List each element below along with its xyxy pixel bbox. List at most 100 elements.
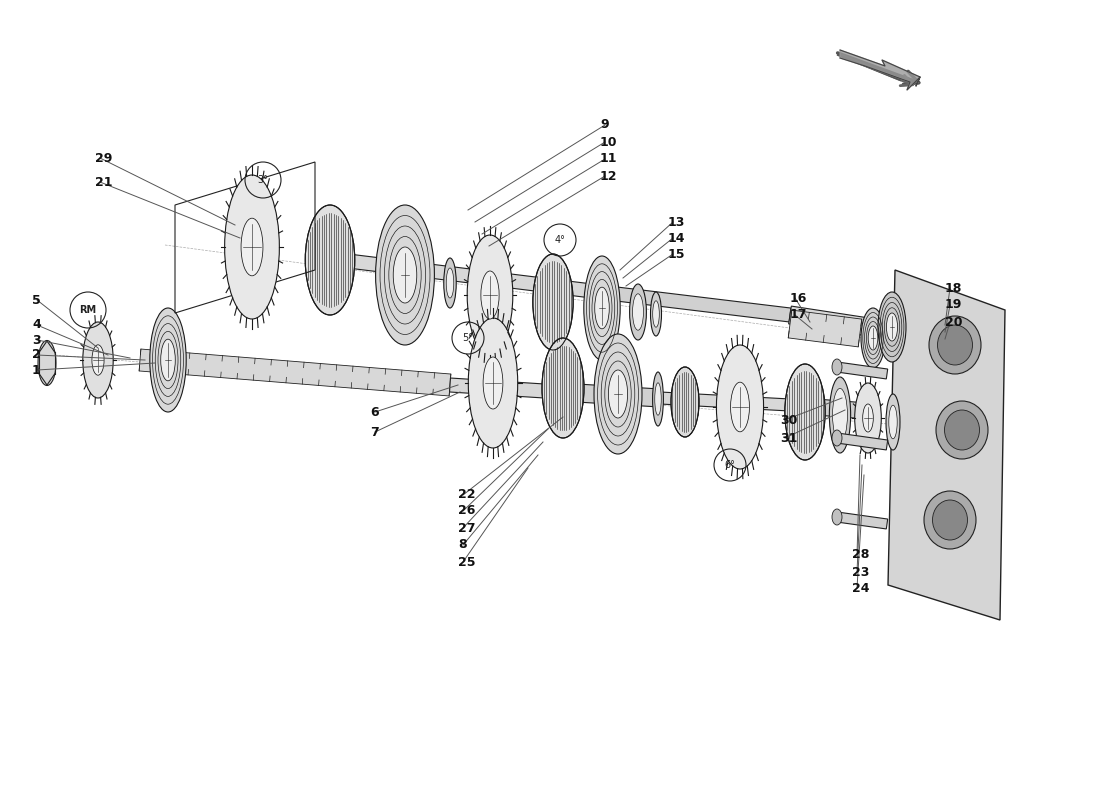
Polygon shape [660,392,790,411]
Polygon shape [790,397,881,420]
Text: 11: 11 [600,153,617,166]
Text: 5: 5 [32,294,41,306]
Ellipse shape [161,339,175,381]
Text: 18: 18 [945,282,962,294]
Text: 6: 6 [370,406,378,418]
Text: 10: 10 [600,135,617,149]
Text: 16: 16 [790,291,807,305]
Ellipse shape [945,410,979,450]
Polygon shape [836,512,888,529]
Ellipse shape [868,326,878,350]
Polygon shape [450,378,560,399]
Text: 15: 15 [668,247,685,261]
Text: 4°: 4° [554,235,565,245]
Ellipse shape [861,308,886,368]
Text: 23: 23 [852,566,869,578]
Text: 25: 25 [458,555,475,569]
Ellipse shape [469,318,518,448]
Text: 24: 24 [852,582,869,594]
Ellipse shape [671,367,698,437]
Text: 14: 14 [668,231,685,245]
Text: 12: 12 [600,170,617,182]
Ellipse shape [878,292,906,362]
Polygon shape [840,50,920,90]
Ellipse shape [241,218,263,276]
Text: 3: 3 [32,334,41,346]
Text: 22: 22 [458,489,475,502]
Ellipse shape [832,509,842,525]
Ellipse shape [730,382,749,432]
Text: 31: 31 [780,431,798,445]
Ellipse shape [716,345,763,469]
Ellipse shape [933,500,968,540]
Polygon shape [836,433,888,450]
Text: 26: 26 [458,505,475,518]
Ellipse shape [937,325,972,365]
Ellipse shape [92,345,104,375]
Ellipse shape [468,235,513,355]
Ellipse shape [306,205,354,315]
Text: 28: 28 [852,549,869,562]
Ellipse shape [832,430,842,446]
Text: 30: 30 [780,414,798,426]
Ellipse shape [584,256,620,360]
Ellipse shape [832,359,842,375]
Polygon shape [789,310,861,347]
Text: 17: 17 [790,309,807,322]
Ellipse shape [150,308,186,412]
Polygon shape [339,253,601,299]
Ellipse shape [829,377,850,453]
Ellipse shape [447,268,453,298]
Ellipse shape [652,301,659,327]
Ellipse shape [595,287,609,329]
Text: 13: 13 [668,215,685,229]
Ellipse shape [632,294,644,330]
Polygon shape [888,270,1005,620]
Polygon shape [836,362,888,379]
Ellipse shape [481,271,499,319]
Ellipse shape [532,254,573,350]
Ellipse shape [443,258,456,308]
Text: 7: 7 [370,426,378,438]
Ellipse shape [650,292,661,336]
Ellipse shape [542,338,584,438]
Text: 9: 9 [600,118,608,131]
Text: 19: 19 [945,298,962,311]
Text: 1: 1 [32,363,41,377]
Ellipse shape [594,334,642,454]
Text: 5°: 5° [462,333,473,343]
Ellipse shape [82,322,113,398]
Ellipse shape [833,388,847,442]
Ellipse shape [784,364,825,460]
Text: 29: 29 [95,151,112,165]
Ellipse shape [930,316,981,374]
Text: 4: 4 [32,318,41,331]
Text: 2: 2 [32,349,41,362]
Ellipse shape [887,313,898,341]
Text: 27: 27 [458,522,475,534]
Ellipse shape [862,404,873,432]
Polygon shape [139,349,451,396]
Polygon shape [560,383,660,407]
Ellipse shape [393,247,417,303]
Ellipse shape [483,357,503,409]
Polygon shape [789,306,877,337]
Ellipse shape [889,405,898,438]
Text: 20: 20 [945,315,962,329]
Ellipse shape [224,175,279,319]
Text: 6°: 6° [725,460,736,470]
Text: RM: RM [79,305,97,315]
Ellipse shape [629,284,647,340]
Ellipse shape [886,394,900,450]
Ellipse shape [855,383,881,453]
Ellipse shape [936,401,988,459]
Ellipse shape [375,205,434,345]
Ellipse shape [924,491,976,549]
Ellipse shape [654,383,661,415]
Ellipse shape [652,372,663,426]
Ellipse shape [608,370,628,418]
Text: 8: 8 [458,538,466,551]
Polygon shape [600,285,791,322]
Text: 3°: 3° [257,175,268,185]
Text: 21: 21 [95,175,112,189]
